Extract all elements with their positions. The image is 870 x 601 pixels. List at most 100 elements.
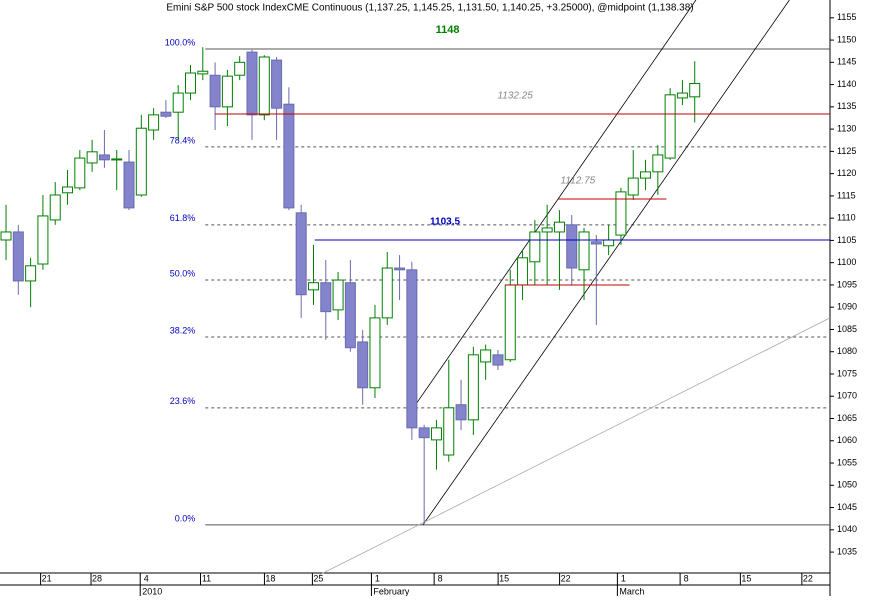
candle-body <box>234 61 246 76</box>
candle-body <box>689 82 701 98</box>
candle-body <box>49 194 61 221</box>
x-tick-label: 25 <box>313 573 323 583</box>
y-tick-label: 1075 <box>837 368 857 378</box>
y-tick-label: 1125 <box>837 146 856 156</box>
y-tick-label: 1100 <box>837 257 856 267</box>
x-tick-label: 28 <box>92 573 102 583</box>
candle-body <box>504 284 516 361</box>
y-tick-label: 1065 <box>837 413 857 423</box>
top-label: 1148 <box>436 24 460 36</box>
level-label: 1132.25 <box>497 91 533 102</box>
candle-body <box>332 279 344 311</box>
candle-body <box>271 59 283 109</box>
y-tick-label: 1085 <box>837 324 857 334</box>
level-label: 1103.5 <box>430 217 460 228</box>
candle-body <box>492 354 504 366</box>
candle-body <box>443 407 455 456</box>
candle-body <box>529 231 541 263</box>
candle-body <box>111 158 123 161</box>
candle-body <box>307 282 319 291</box>
level-label: 1112.75 <box>561 176 596 187</box>
x-tick-label: 8 <box>438 573 443 583</box>
x-tick-label: 21 <box>42 573 52 583</box>
y-tick-label: 1140 <box>837 79 856 89</box>
x-tick-label: 15 <box>499 573 509 583</box>
x-tick-label: 22 <box>561 573 571 583</box>
candle-body <box>467 354 479 421</box>
candle-body <box>578 231 590 271</box>
period-label: March <box>619 586 644 596</box>
y-tick-label: 1070 <box>837 391 857 401</box>
candle-body <box>652 154 664 173</box>
x-tick-label: 15 <box>741 573 751 583</box>
trendline <box>415 0 697 405</box>
fib-label: 78.4% <box>170 135 196 145</box>
candle-body <box>123 161 135 209</box>
candle-body <box>430 427 442 441</box>
x-tick-label: 1 <box>375 573 380 583</box>
y-tick-label: 1110 <box>837 213 856 223</box>
candle-body <box>590 241 602 245</box>
candle-body <box>246 51 258 116</box>
candle-body <box>197 70 209 75</box>
candle-body <box>25 265 37 282</box>
candle-body <box>320 282 332 313</box>
candle-body <box>480 349 492 363</box>
candle-body <box>344 282 356 349</box>
candle-body <box>148 114 160 131</box>
y-tick-label: 1145 <box>837 57 856 67</box>
candle-body <box>184 72 196 94</box>
candle-body <box>283 103 295 209</box>
candle-body <box>553 221 565 233</box>
candle-body <box>0 231 12 241</box>
candle-body <box>603 239 615 247</box>
trendline <box>319 317 831 576</box>
period-label: 2010 <box>142 586 162 596</box>
candle-body <box>86 151 98 164</box>
fib-label: 50.0% <box>170 268 196 278</box>
candle-body <box>357 341 369 389</box>
y-tick-label: 1060 <box>837 435 857 445</box>
x-tick-label: 8 <box>684 573 689 583</box>
candle-body <box>37 215 49 265</box>
trendline <box>422 0 790 526</box>
y-tick-label: 1050 <box>837 480 857 490</box>
candle-body <box>418 427 430 439</box>
fib-label: 23.6% <box>170 396 196 406</box>
candle-body <box>258 56 270 116</box>
candle-body <box>541 227 553 233</box>
candle-body <box>160 111 172 117</box>
y-tick-label: 1095 <box>837 279 857 289</box>
candle-body <box>74 157 86 189</box>
candle-body <box>369 317 381 389</box>
chart-title: Emini S&P 500 stock IndexCME Continuous … <box>166 3 693 14</box>
y-tick-label: 1080 <box>837 346 857 356</box>
y-tick-label: 1045 <box>837 502 857 512</box>
candle-body <box>172 92 184 113</box>
x-tick-label: 11 <box>202 573 211 583</box>
y-tick-label: 1115 <box>837 190 856 200</box>
candle-body <box>209 74 221 108</box>
y-tick-label: 1040 <box>837 524 857 534</box>
y-tick-label: 1150 <box>837 34 856 44</box>
y-tick-label: 1105 <box>837 235 856 245</box>
candle-body <box>62 186 74 194</box>
candle-body <box>221 75 233 108</box>
candle-body <box>455 404 467 421</box>
fib-label: 100.0% <box>165 37 196 47</box>
candle-body <box>394 267 406 271</box>
candle-body <box>627 177 639 196</box>
x-tick-label: 4 <box>144 573 149 583</box>
y-tick-label: 1090 <box>837 302 857 312</box>
candle-body <box>676 92 688 99</box>
y-tick-label: 1055 <box>837 457 857 467</box>
candle-body <box>295 212 307 296</box>
candle-body <box>406 269 418 429</box>
x-tick-label: 1 <box>621 573 626 583</box>
candle-body <box>640 171 652 179</box>
y-tick-label: 1155 <box>837 12 856 22</box>
x-tick-label: 18 <box>265 573 275 583</box>
x-tick-label: 22 <box>803 573 813 583</box>
